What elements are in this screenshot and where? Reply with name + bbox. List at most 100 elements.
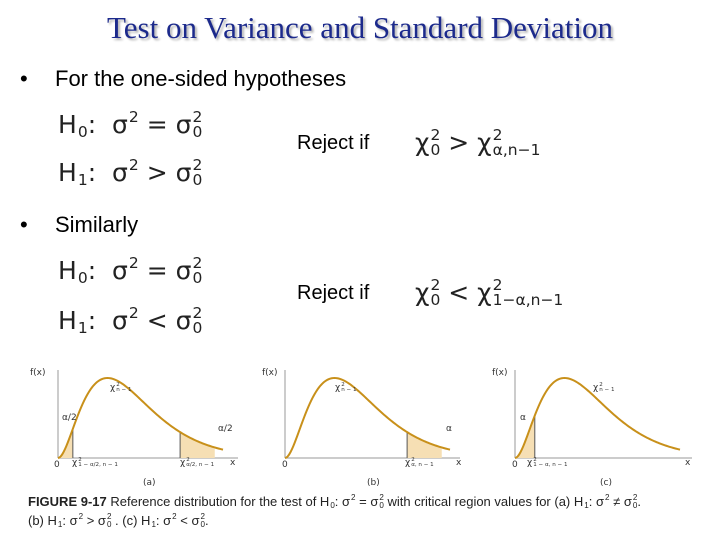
formula-text: : σ — [62, 513, 78, 529]
formula-text: σ — [112, 158, 128, 188]
superscript: 2 — [351, 493, 356, 502]
formula-text: σ — [112, 110, 128, 140]
superscript: 2 — [116, 382, 120, 388]
superscript: 2 — [192, 254, 203, 272]
formula-text: H — [58, 110, 77, 140]
superscript: 2 — [186, 457, 190, 463]
formula-text: H — [58, 306, 77, 336]
formula-text: χ — [72, 458, 78, 469]
formula-text: χ — [180, 458, 186, 469]
formula-text: H — [573, 494, 584, 510]
formula: Reference distribution for the test of H… — [107, 493, 641, 510]
script: ​0 — [78, 256, 88, 285]
script: 2​ — [128, 254, 139, 285]
script: 2​ — [128, 156, 139, 187]
superscript: 2 — [599, 382, 603, 388]
formula-text: = σ — [355, 494, 379, 510]
formula-text: ≠ σ — [609, 494, 632, 510]
script: 2​ — [605, 494, 609, 509]
subscript: α/2, n − 1 — [186, 462, 215, 469]
formula-text: H — [319, 494, 330, 510]
script: 2​ — [172, 513, 176, 528]
density-curve — [514, 376, 681, 459]
figure-alpha-right: α/2 — [218, 424, 233, 434]
formula-text: (b) — [28, 513, 48, 529]
subscript: 1 — [151, 519, 156, 529]
caption-line: FIGURE 9-17 Reference distribution for t… — [28, 493, 641, 510]
bullet-dot: • — [20, 212, 28, 237]
figure-tag: (a) — [143, 478, 156, 488]
formula: (b) H​1: σ2​ > σ20 . (c) H​1: σ2​ < σ20. — [28, 513, 209, 529]
formula-text: > — [138, 158, 176, 188]
subscript: 1 − α/2, n − 1 — [78, 462, 118, 469]
subscript: 0 — [632, 500, 638, 510]
formula-text: χ — [415, 278, 430, 308]
superscript: 2 — [605, 493, 610, 502]
formula-text: : σ — [155, 513, 172, 529]
subscript: α, n − 1 — [411, 462, 434, 469]
subscript: 0 — [77, 122, 88, 141]
formula-text: < — [440, 278, 478, 308]
script: 2 α, n − 1 — [411, 457, 434, 469]
script: ​1 — [58, 513, 62, 528]
formula-text: : σ — [588, 494, 604, 510]
superscript: 2 — [78, 512, 84, 521]
formula-text: H — [58, 158, 77, 188]
subscript: 0 — [192, 268, 203, 287]
script: ​0 — [78, 110, 88, 139]
figure-tag: (b) — [367, 478, 380, 488]
script: 2​ — [129, 109, 139, 139]
script: 2​ — [128, 304, 139, 335]
figure-ylabel: f(x) — [30, 368, 46, 378]
hypothesis-alt: H​1: σ2​ < σ20 — [58, 304, 202, 336]
formula-text: . (c) — [111, 513, 142, 529]
superscript: 2 — [492, 126, 503, 144]
formula-text: σ — [175, 158, 192, 188]
reject-label: Reject if — [297, 132, 370, 154]
superscript: 2 — [128, 156, 139, 174]
superscript: 2 — [128, 304, 139, 322]
superscript: 2 — [128, 254, 139, 272]
subscript: 0 — [192, 170, 203, 189]
bullet-text: Similarly — [55, 212, 139, 237]
hypothesis-null: H​0: σ2​ = σ20 — [58, 254, 203, 287]
hypothesis-alt: H​1: σ2​ > σ20 — [58, 156, 203, 189]
formula-text: χ — [335, 383, 341, 394]
script: 2​ — [79, 513, 83, 528]
figure-tag: (c) — [600, 478, 612, 488]
formula-text: > σ — [83, 513, 106, 529]
formula-text: H — [141, 513, 151, 529]
figure-xlabel: x — [230, 458, 236, 468]
superscript: 2 — [172, 512, 177, 521]
formula-text: > — [440, 128, 478, 158]
formula-text: . — [204, 513, 209, 529]
figure-xlabel: x — [685, 458, 691, 468]
figure-origin: 0 — [282, 460, 288, 470]
subscript: 1−α,n−1 — [492, 290, 564, 309]
script: ​0 — [330, 494, 334, 509]
subscript: 1 — [77, 170, 88, 189]
formula: χ 2 α/2, n − 1 — [180, 457, 215, 469]
script: 2 α/2, n − 1 — [186, 457, 215, 469]
formula: H​1: σ2​ < σ20 — [58, 304, 202, 336]
formula-text: = — [138, 110, 176, 140]
caption-line: (b) H​1: σ2​ > σ20 . (c) H​1: σ2​ < σ20. — [28, 513, 209, 529]
figure-crit-right: χ 2 α/2, n − 1 — [180, 457, 215, 469]
